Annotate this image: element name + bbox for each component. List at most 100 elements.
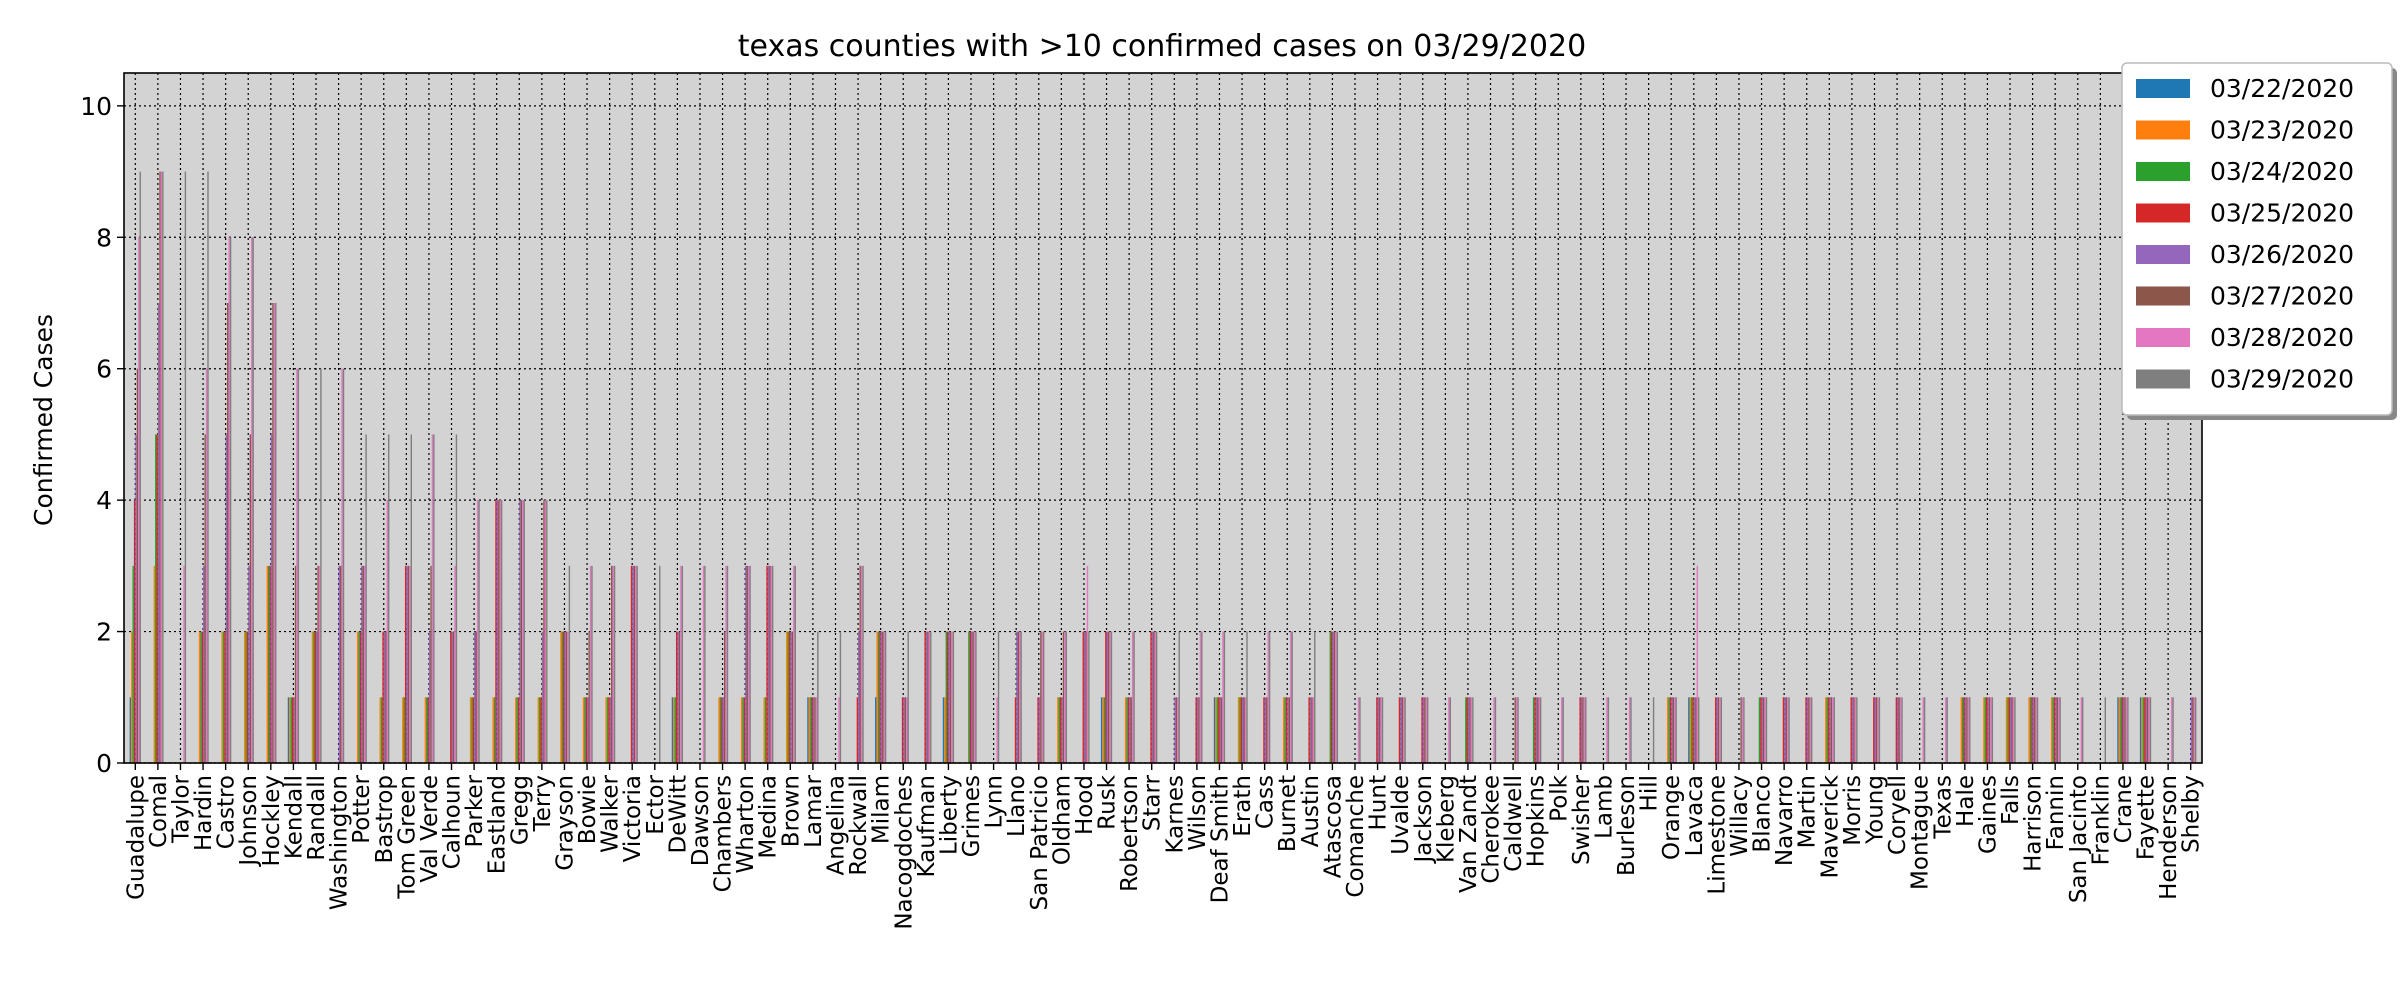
bar xyxy=(523,500,525,763)
x-tick-label: Brown xyxy=(778,775,804,847)
bar xyxy=(1400,697,1402,763)
bar xyxy=(883,631,885,763)
bar xyxy=(1240,697,1243,763)
y-tick-label: 0 xyxy=(96,749,112,778)
bar xyxy=(455,434,458,763)
bar xyxy=(1669,697,1672,763)
bar xyxy=(564,631,566,763)
bar xyxy=(1150,631,1152,763)
legend[interactable]: 03/22/2020 03/23/2020 03/24/2020 03/25/2020… xyxy=(2121,62,2397,420)
legend-label: 03/29/2020 xyxy=(2210,365,2354,394)
bar xyxy=(184,171,187,764)
bar xyxy=(315,631,318,763)
bar xyxy=(944,697,946,763)
bar xyxy=(591,565,593,763)
bar xyxy=(767,565,770,763)
bar xyxy=(129,697,132,763)
bar xyxy=(1472,697,1474,763)
bar xyxy=(1964,697,1967,763)
x-tick-label: Willacy xyxy=(1727,775,1753,857)
bar xyxy=(380,697,383,763)
bar xyxy=(1966,697,1968,763)
bar xyxy=(205,368,208,763)
bar xyxy=(406,565,408,763)
x-tick-label: Castro xyxy=(214,775,240,849)
bar xyxy=(927,631,929,763)
bar xyxy=(567,631,569,763)
legend-swatch xyxy=(2136,286,2190,306)
bar xyxy=(589,565,592,763)
bar xyxy=(1991,697,1994,763)
bar xyxy=(1740,697,1742,763)
bar xyxy=(160,171,163,764)
bar xyxy=(1923,697,1926,763)
bar xyxy=(1266,697,1268,763)
bar xyxy=(1155,631,1158,763)
bar xyxy=(1424,697,1426,763)
bar xyxy=(1969,697,1971,763)
x-tick-label: Shelby xyxy=(2179,775,2205,853)
bar xyxy=(742,697,744,763)
bar xyxy=(948,631,950,763)
bar xyxy=(1220,697,1223,763)
bar xyxy=(492,697,494,763)
bar xyxy=(356,631,359,763)
bar xyxy=(1040,631,1042,763)
bar xyxy=(1133,631,1135,763)
bar xyxy=(2118,697,2121,763)
bar xyxy=(204,434,206,763)
bar xyxy=(273,303,276,763)
bar xyxy=(746,565,748,763)
bar xyxy=(1899,697,1902,763)
bar xyxy=(267,565,270,763)
bar xyxy=(565,631,568,763)
x-tick-label: Hood xyxy=(1072,775,1098,835)
bar xyxy=(817,631,819,763)
bar xyxy=(1058,697,1060,763)
bar xyxy=(2148,697,2150,763)
bar xyxy=(428,631,431,763)
bar xyxy=(769,565,771,763)
bar xyxy=(2124,697,2126,763)
bar xyxy=(1960,697,1963,763)
bar xyxy=(1201,631,1203,763)
bar xyxy=(1082,631,1084,763)
bar xyxy=(671,697,674,763)
bar xyxy=(1288,697,1291,763)
bar xyxy=(496,500,499,763)
x-tick-label: Parker xyxy=(462,774,488,847)
bar xyxy=(1130,697,1132,763)
bar xyxy=(1582,697,1584,763)
bar xyxy=(224,631,226,763)
plot-area xyxy=(124,73,2202,763)
bar xyxy=(1806,697,1809,763)
bar xyxy=(1693,697,1696,763)
bar xyxy=(222,631,225,763)
chart-title: texas counties with >10 confirmed cases … xyxy=(738,29,1586,64)
y-tick-label: 8 xyxy=(96,223,112,252)
bar xyxy=(2059,697,2061,763)
x-tick-label: Lavaca xyxy=(1682,775,1708,856)
bar xyxy=(1401,697,1403,763)
bar xyxy=(320,368,322,763)
bar xyxy=(2034,697,2036,763)
bar xyxy=(794,565,796,763)
bar xyxy=(1537,697,1539,763)
x-tick-label: Fannin xyxy=(2043,775,2069,850)
x-tick-label: Wilson xyxy=(1185,775,1211,851)
bar xyxy=(1538,697,1540,763)
x-tick-label: Lynn xyxy=(982,775,1008,828)
bar xyxy=(427,697,429,763)
bar xyxy=(474,631,476,763)
bar xyxy=(973,631,976,763)
x-tick-label: Van Zandt xyxy=(1456,775,1482,893)
bar xyxy=(499,500,501,763)
bar xyxy=(1127,697,1130,763)
bar xyxy=(1782,697,1785,763)
bar xyxy=(815,697,818,763)
bar xyxy=(930,631,932,763)
bar xyxy=(2141,697,2143,763)
x-tick-label: Grimes xyxy=(959,775,985,857)
bar xyxy=(1380,697,1382,763)
